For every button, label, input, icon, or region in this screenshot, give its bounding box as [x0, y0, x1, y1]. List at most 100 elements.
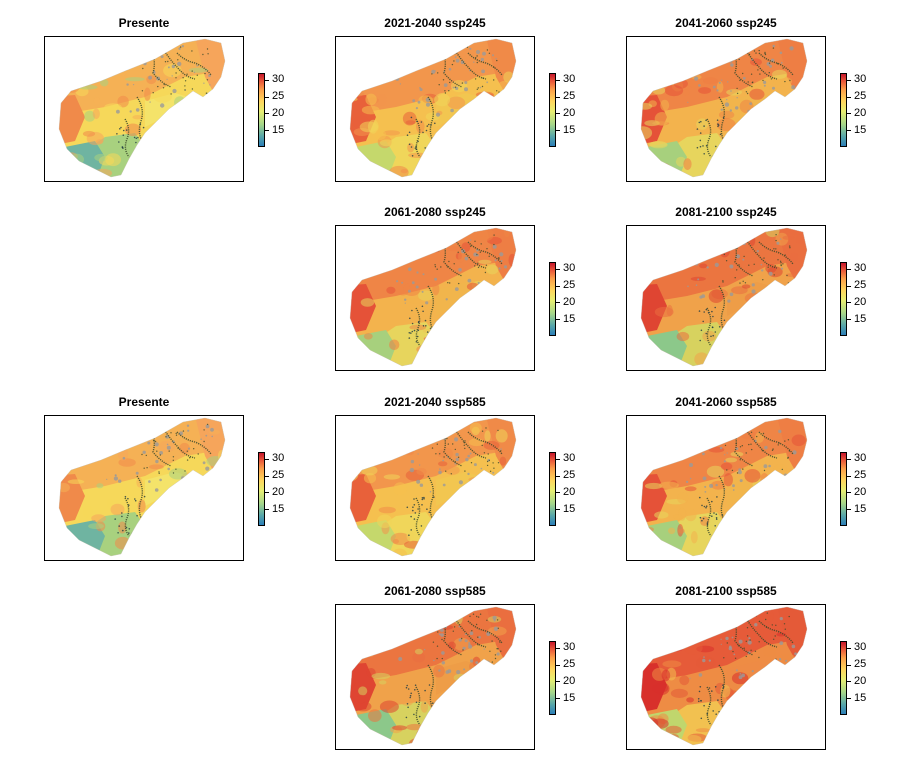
legend-tick: [847, 681, 851, 683]
panel-title: 2061-2080 ssp245: [384, 205, 486, 219]
legend-tick: [556, 113, 560, 115]
color-scale-bar: [840, 641, 847, 715]
legend-tick-label: 20: [563, 295, 576, 308]
legend-tick: [265, 492, 269, 494]
legend-tick: [556, 130, 560, 132]
legend-tick: [847, 698, 851, 700]
choropleth-map: [640, 606, 808, 746]
legend-tick: [847, 492, 851, 494]
map-frame: [44, 415, 244, 561]
legend-tick: [556, 302, 560, 304]
legend-tick-label: 25: [563, 469, 576, 481]
panel-title: 2061-2080 ssp585: [384, 584, 486, 598]
legend-tick: [556, 664, 560, 666]
legend-tick: [847, 647, 851, 649]
legend-tick-label: 15: [563, 312, 576, 325]
legend-tick: [556, 698, 560, 700]
legend-tick: [265, 130, 269, 132]
legend-tick-label: 25: [563, 658, 576, 670]
map-frame: [626, 604, 826, 750]
map-frame: [335, 604, 535, 750]
panel-title: 2081-2100 ssp585: [675, 584, 777, 598]
legend-tick-label: 15: [563, 123, 576, 136]
choropleth-map: [640, 417, 808, 557]
legend-tick: [265, 475, 269, 477]
legend-tick-label: 15: [854, 502, 867, 515]
legend-tick-label: 15: [272, 123, 285, 136]
legend-tick: [847, 268, 851, 270]
legend-tick: [556, 458, 560, 460]
choropleth-map: [349, 227, 517, 367]
color-scale-bar: [549, 641, 556, 715]
legend-tick: [847, 130, 851, 132]
legend-tick-label: 15: [563, 502, 576, 515]
legend-tick-label: 25: [272, 469, 285, 481]
map-frame: [335, 415, 535, 561]
panel-title: 2021-2040 ssp585: [384, 395, 486, 409]
legend-tick: [847, 113, 851, 115]
legend-tick-label: 25: [854, 658, 867, 670]
legend-tick: [556, 79, 560, 81]
legend-tick: [265, 79, 269, 81]
legend-tick-label: 25: [854, 469, 867, 481]
legend-tick: [556, 319, 560, 321]
legend-tick: [556, 475, 560, 477]
color-scale-bar: [258, 73, 265, 147]
map-frame: [44, 36, 244, 182]
legend-tick-label: 30: [854, 641, 867, 654]
choropleth-map: [349, 417, 517, 557]
legend-tick-label: 15: [854, 691, 867, 704]
panel-title: 2041-2060 ssp585: [675, 395, 777, 409]
legend-tick-label: 30: [854, 452, 867, 465]
legend-tick-label: 25: [272, 90, 285, 102]
legend-tick-label: 20: [563, 485, 576, 498]
legend-tick-label: 30: [563, 452, 576, 465]
legend-tick: [847, 302, 851, 304]
legend-tick-label: 25: [854, 279, 867, 291]
legend-tick-label: 30: [272, 452, 285, 465]
map-frame: [335, 36, 535, 182]
map-frame: [626, 36, 826, 182]
legend-tick: [556, 681, 560, 683]
legend-tick: [847, 475, 851, 477]
map-frame: [335, 225, 535, 371]
panel-title: Presente: [118, 395, 170, 409]
map-frame: [626, 225, 826, 371]
legend-tick-label: 30: [854, 73, 867, 86]
panel-title: Presente: [118, 16, 170, 30]
legend-tick-label: 15: [854, 123, 867, 136]
legend-tick: [265, 113, 269, 115]
legend-tick-label: 30: [563, 262, 576, 275]
legend-tick: [265, 458, 269, 460]
choropleth-map: [640, 227, 808, 367]
legend-tick-label: 20: [563, 106, 576, 119]
legend-tick-label: 15: [563, 691, 576, 704]
legend-tick-label: 20: [272, 485, 285, 498]
choropleth-map: [349, 38, 517, 178]
color-scale-bar: [258, 452, 265, 526]
legend-tick: [265, 96, 269, 98]
legend-tick-label: 30: [563, 641, 576, 654]
choropleth-map: [640, 38, 808, 178]
color-scale-bar: [549, 73, 556, 147]
legend-tick-label: 25: [854, 90, 867, 102]
legend-tick: [556, 96, 560, 98]
legend-tick-label: 25: [563, 90, 576, 102]
color-scale-bar: [840, 73, 847, 147]
legend-tick: [847, 285, 851, 287]
panel-title: 2021-2040 ssp245: [384, 16, 486, 30]
legend-tick-label: 15: [854, 312, 867, 325]
legend-tick: [556, 509, 560, 511]
color-scale-bar: [549, 262, 556, 336]
legend-tick-label: 15: [272, 502, 285, 515]
legend-tick: [847, 79, 851, 81]
legend-tick-label: 25: [563, 279, 576, 291]
legend-tick: [556, 492, 560, 494]
color-scale-bar: [840, 262, 847, 336]
map-frame: [626, 415, 826, 561]
choropleth-map: [349, 606, 517, 746]
legend-tick: [847, 664, 851, 666]
legend-tick: [556, 268, 560, 270]
legend-tick: [847, 319, 851, 321]
legend-tick: [265, 509, 269, 511]
